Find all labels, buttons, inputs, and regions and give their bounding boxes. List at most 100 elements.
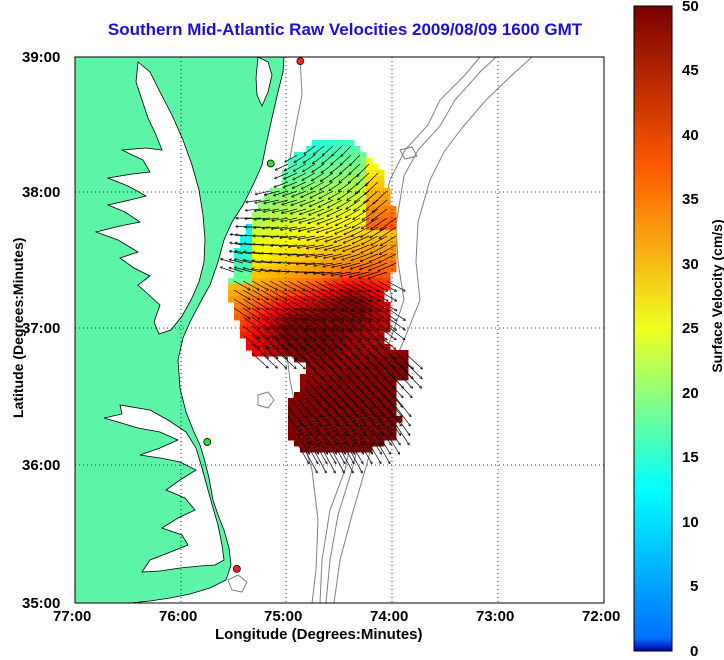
colorbar-tick-label: 25 [682,320,699,337]
velocity-cell [324,194,331,201]
velocity-cell [300,404,307,411]
velocity-cell [288,206,295,213]
velocity-cell [372,164,379,171]
map-title: Southern Mid-Atlantic Raw Velocities 200… [60,20,630,40]
velocity-cell [378,386,385,393]
velocity-cell [324,386,331,393]
velocity-cell [378,176,385,183]
x-axis-label: Longitude (Degrees:Minutes) [215,626,423,643]
colorbar-tick-label: 0 [690,643,698,660]
velocity-cell [234,284,241,291]
velocity-cell [324,140,331,147]
velocity-cell [228,290,235,297]
velocity-cell [294,170,301,177]
velocity-cell [384,260,391,267]
velocity-cell [372,380,379,387]
velocity-cell [342,140,349,147]
velocity-cell [300,176,307,183]
velocity-cell [288,248,295,255]
velocity-cell [264,338,271,345]
velocity-cell [378,374,385,381]
velocity-cell [330,338,337,345]
velocity-cell [366,338,373,345]
velocity-cell [324,242,331,249]
velocity-cell [300,248,307,255]
velocity-cell [390,230,397,237]
velocity-cell [306,146,313,153]
velocity-cell [336,368,343,375]
velocity-cell [384,206,391,213]
velocity-cell [294,338,301,345]
velocity-cell [318,380,325,387]
velocity-cell [270,254,277,261]
velocity-cell [264,272,271,279]
velocity-cell [318,140,325,147]
colorbar-tick-label: 35 [682,191,699,208]
velocity-cell [378,182,385,189]
colorbar [634,6,672,651]
velocity-cell [384,194,391,201]
velocity-cell [312,188,319,195]
velocity-cell [264,212,271,219]
velocity-cell [282,230,289,237]
north-station [297,58,304,65]
velocity-cell [378,284,385,291]
velocity-cell [252,272,259,279]
velocity-cell [294,344,301,351]
velocity-cell [366,194,373,201]
velocity-cell [306,212,313,219]
velocity-cell [390,266,397,273]
velocity-cell [270,212,277,219]
velocity-cell [246,254,253,261]
velocity-cell [318,266,325,273]
velocity-cell [354,158,361,165]
x-tick-label: 72:00 [582,608,620,625]
velocity-cell [246,338,253,345]
velocity-cell [348,338,355,345]
velocity-cell [258,338,265,345]
velocity-cell [240,320,247,327]
velocity-cell [378,170,385,177]
velocity-cell [384,200,391,207]
colorbar-tick-label: 30 [682,256,699,273]
velocity-cell [240,254,247,261]
velocity-cell [342,260,349,267]
velocity-cell [294,194,301,201]
velocity-cell [288,194,295,201]
velocity-cell [390,212,397,219]
velocity-cell [300,392,307,399]
velocity-cell [288,428,295,435]
velocity-cell [354,392,361,399]
x-tick-label: 75:00 [264,608,302,625]
velocity-cell [312,230,319,237]
velocity-cell [306,176,313,183]
velocity-cell [252,236,259,243]
velocity-cell [300,266,307,273]
velocity-cell [372,200,379,207]
velocity-cell [366,164,373,171]
velocity-cell [390,368,397,375]
velocity-cell [246,290,253,297]
velocity-cell [330,248,337,255]
velocity-cell [360,176,367,183]
velocity-cell [270,230,277,237]
velocity-cell [354,368,361,375]
velocity-cell [234,302,241,309]
velocity-cell [354,146,361,153]
velocity-cell [306,368,313,375]
velocity-cell [360,248,367,255]
velocity-cell [348,170,355,177]
velocity-cell [348,146,355,153]
velocity-cell [288,158,295,165]
velocity-cell [318,368,325,375]
velocity-cell [228,278,235,285]
velocity-cell [306,224,313,231]
velocity-cell [384,188,391,195]
velocity-cell [318,290,325,297]
velocity-cell [378,254,385,261]
velocity-cell [240,242,247,249]
velocity-cell [324,284,331,291]
velocity-cell [390,218,397,225]
velocity-cell [396,356,403,363]
hatteras-station [233,565,240,572]
